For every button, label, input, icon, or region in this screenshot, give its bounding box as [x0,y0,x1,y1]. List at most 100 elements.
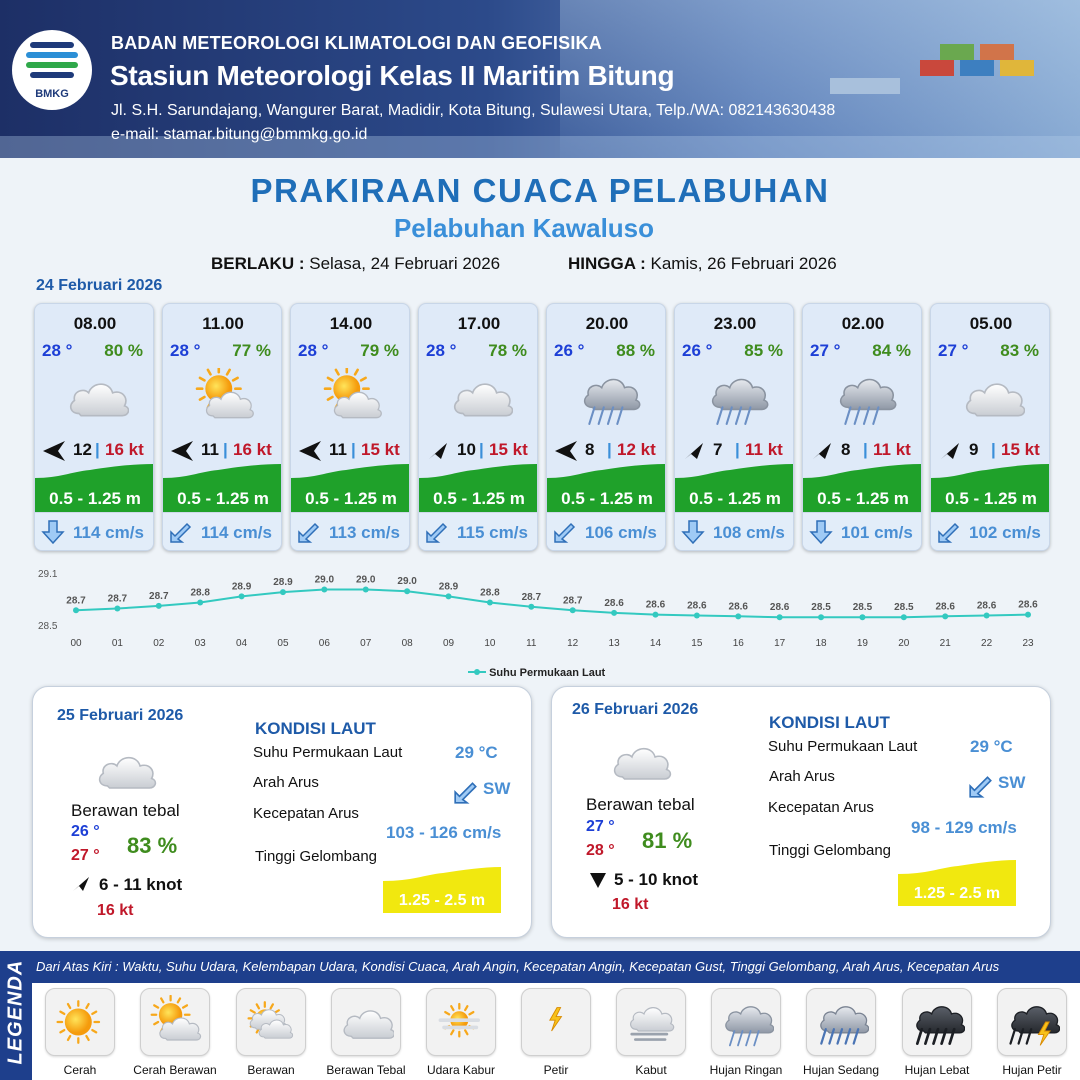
forecast-humidity: 85 % [744,341,783,360]
forecast-current-speed: 114 cm/s [73,523,144,542]
forecast-time: 20.00 [585,314,629,333]
forecast-temperature: 27 ° [938,341,969,360]
wind-direction-icon [171,441,193,461]
x-tick-label: 07 [360,638,372,649]
forecast-temperature: 28 ° [426,341,457,360]
sst-data-point [652,611,659,618]
day2-temp-min: 26 ° [71,823,100,840]
forecast-temperature: 28 ° [298,341,329,360]
legend-item-label: Udara Kabur [426,1063,496,1077]
light-rain-icon [725,1006,774,1047]
wind-direction-icon [43,441,65,461]
day3-weather: Berawan tebal [586,795,695,814]
wave-height-icon [547,464,665,512]
forecast-separator: | [735,440,740,459]
sst-data-point [859,614,866,621]
forecast-temperature: 28 ° [170,341,201,360]
day3-speed: 98 - 129 cm/s [911,818,1017,837]
legend-item-label: Berawan [247,1063,295,1077]
sst-data-point [404,588,411,595]
day3-temp-min: 27 ° [586,818,615,835]
forecast-wind: 8 | 12 kt [553,440,665,462]
forecast-wave-height: 0.5 - 1.25 m [177,489,269,508]
sst-data-point [693,612,700,619]
sst-data-label: 28.8 [480,587,500,598]
y-tick-label: 28.5 [38,621,58,632]
station-email[interactable]: e-mail: stamar.bitung@bmmkg.go.id [111,126,368,143]
x-tick-label: 09 [443,638,455,649]
light-rain-icon [839,378,897,425]
sst-data-point [445,593,452,600]
forecast-time: 11.00 [202,314,244,333]
forecast-gust: 11 kt [873,440,911,459]
day3-speed-label: Kecepatan Arus [768,799,874,816]
sst-data-point [900,614,907,621]
light-rain-icon [711,378,769,425]
fog-icon [630,1007,675,1041]
container-decoration [980,44,1014,60]
forecast-card: 02.00 27 ° 84 % 8 | 11 kt 0.5 - 1.25 m 1… [802,303,922,551]
day2-date: 25 Februari 2026 [57,707,184,724]
page-title: PRAKIRAAN CUACA PELABUHAN [250,172,830,209]
day2-weather: Berawan tebal [71,801,180,820]
forecast-wave-height: 0.5 - 1.25 m [817,489,909,508]
forecast-wave-height: 0.5 - 1.25 m [689,489,781,508]
container-decoration [960,60,994,76]
forecast-wind: 11 | 16 kt [169,440,281,462]
sst-data-label: 28.6 [977,600,997,611]
current-direction-icon [298,522,320,543]
cloud-icon [453,383,513,417]
x-tick-label: 01 [112,638,124,649]
day3-humidity: 81 % [642,828,693,853]
sst-data-label: 28.6 [646,600,666,611]
sst-data-label: 28.5 [811,602,831,613]
day3-dir: SW [998,773,1026,792]
forecast-separator: | [95,440,100,459]
legend-item [426,988,496,1056]
forecast-temperature: 27 ° [810,341,841,360]
sst-data-label: 28.5 [894,602,914,613]
legend-description: Dari Atas Kiri : Waktu, Suhu Udara, Kele… [32,951,1080,983]
forecast-wind: 8 | 11 kt [809,440,921,462]
sst-data-point [776,614,783,621]
sun-cloud-icon [323,368,382,419]
x-tick-label: 00 [70,638,82,649]
x-tick-label: 23 [1022,638,1034,649]
sun-cloud-icon [150,995,202,1041]
station-name: Stasiun Meteorologi Kelas II Maritim Bit… [110,60,675,91]
sst-data-label: 28.7 [149,591,169,602]
sst-data-label: 29.0 [315,574,335,585]
x-tick-label: 13 [609,638,621,649]
x-tick-label: 08 [402,638,414,649]
cloud-icon [69,383,129,417]
day2-wave: 1.25 - 2.5 m [398,892,486,909]
x-tick-label: 11 [526,638,537,649]
wave-height-icon [675,464,793,512]
forecast-wave-height: 0.5 - 1.25 m [49,489,141,508]
forecast-wind-speed: 8 [841,440,851,459]
x-tick-label: 21 [940,638,952,649]
sst-data-label: 28.9 [439,581,459,592]
thunderstorm-icon [1009,1006,1060,1046]
wave-height-icon [35,464,153,512]
sst-data-point [735,613,742,620]
forecast-time: 23.00 [713,314,757,333]
day2-dir: SW [483,779,511,798]
container-decoration [920,60,954,76]
sea-surface-temperature-chart: 29.1 28.5 28.7 00 28.7 01 28.7 02 28.8 03 28.9 04 28… [38,569,1038,649]
sun-cloud-icon [195,368,254,419]
forecast-current: 101 cm/s [803,512,921,550]
legend-item [45,988,115,1056]
forecast-wind: 10 | 15 kt [425,440,537,462]
forecast-wind-speed: 7 [713,440,723,459]
legend-item-label: Berawan Tebal [326,1063,406,1077]
day2-humidity: 83 % [127,833,178,858]
forecast-gust: 15 kt [1001,440,1040,459]
wind-direction-icon [941,443,959,459]
forecast-card: 08.00 28 ° 80 % 12 | 16 kt 0.5 - 1.25 m … [34,303,154,551]
day3-date: 26 Februari 2026 [572,701,699,718]
header-banner: BMKG BADAN METEOROLOGI KLIMATOLOGI DAN G… [0,0,1080,158]
sst-data-label: 28.7 [522,592,542,603]
forecast-current-speed: 106 cm/s [585,523,657,542]
forecast-humidity: 79 % [360,341,399,360]
